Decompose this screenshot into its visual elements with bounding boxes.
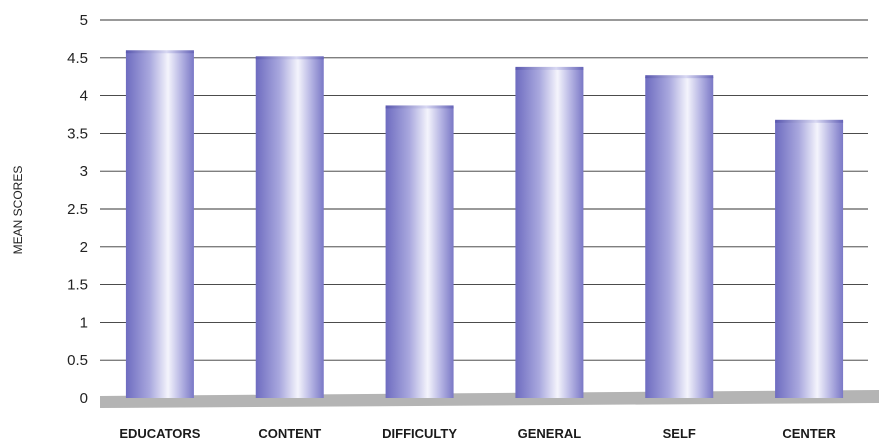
bar-general — [515, 66, 584, 398]
bar-content — [255, 56, 324, 399]
bar-cap — [775, 119, 844, 123]
y-tick-label: 3.5 — [67, 125, 88, 142]
bar-center — [775, 119, 844, 398]
bar-self — [645, 75, 714, 398]
x-category-label: SELF — [663, 426, 696, 440]
x-axis-categories: EDUCATORS CONTENT DIFFICULTY GENERAL SELF CEN… — [119, 426, 836, 440]
x-category-label: DIFFICULTY — [382, 426, 457, 440]
y-tick-label: 1.5 — [67, 277, 88, 294]
chart-floor — [100, 390, 879, 408]
bar-cap — [385, 105, 454, 109]
y-tick-label: 0.5 — [67, 352, 88, 369]
y-tick-label: 2.5 — [67, 201, 88, 218]
y-tick-label: 1 — [80, 314, 88, 331]
bars — [125, 50, 844, 399]
bar-educators — [125, 50, 194, 398]
bar-difficulty — [385, 105, 454, 398]
bar-body — [775, 121, 844, 398]
bar-body — [515, 68, 584, 398]
x-category-label: EDUCATORS — [119, 426, 200, 440]
y-axis-ticks: 0 0.5 1 1.5 2 2.5 3 3.5 4 4.5 5 — [67, 12, 88, 407]
bar-cap — [645, 75, 714, 79]
y-tick-label: 3 — [80, 163, 88, 180]
bar-body — [385, 106, 454, 398]
bar-body — [645, 76, 714, 398]
bar-body — [255, 57, 324, 399]
y-tick-label: 0 — [80, 390, 88, 407]
y-axis-title: MEAN SCORES — [11, 166, 25, 255]
bar-cap — [515, 66, 584, 70]
x-category-label: GENERAL — [518, 426, 582, 440]
y-tick-label: 4.5 — [67, 50, 88, 67]
x-category-label: CONTENT — [258, 426, 321, 440]
x-category-label: CENTER — [782, 426, 836, 440]
bar-body — [125, 51, 194, 398]
y-tick-label: 2 — [80, 239, 88, 256]
y-tick-label: 4 — [80, 88, 88, 105]
gridlines — [100, 19, 868, 361]
bar-cap — [125, 50, 194, 54]
bar-cap — [255, 56, 324, 60]
y-tick-label: 5 — [80, 12, 88, 29]
